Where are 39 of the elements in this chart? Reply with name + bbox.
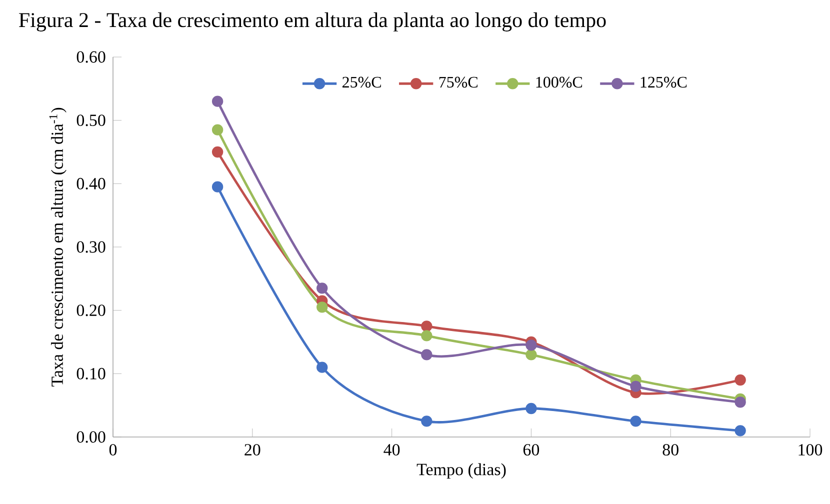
point — [526, 349, 537, 360]
legend-label: 125%C — [640, 76, 687, 88]
point — [526, 402, 537, 414]
x-tick-label: 40 — [384, 444, 400, 456]
point — [421, 320, 432, 332]
point — [630, 380, 642, 392]
x-tick-label: 0 — [109, 444, 117, 456]
y-tick-label: 0.50 — [76, 114, 106, 126]
y-tick-label: 0.00 — [76, 431, 106, 443]
point — [316, 302, 328, 313]
y-tick-label: 0.30 — [76, 241, 106, 253]
point — [212, 124, 224, 136]
point — [212, 181, 224, 192]
point — [316, 362, 328, 373]
point — [734, 374, 746, 386]
x-tick-label: 80 — [662, 444, 678, 456]
legend-label: 75%C — [439, 76, 478, 88]
y-tick-label: 0.60 — [76, 51, 106, 63]
point — [421, 349, 432, 360]
x-tick-label: 60 — [523, 444, 540, 456]
legend-label: 100%C — [536, 76, 582, 88]
x-tick-label: 20 — [244, 444, 260, 456]
chart-title: Figura 2 - Taxa de crescimento em altura da planta ao longo do tempo — [19, 12, 606, 32]
point — [212, 96, 224, 107]
point — [630, 416, 642, 427]
point — [734, 425, 746, 436]
legend-label: 25%C — [342, 76, 381, 88]
point — [526, 340, 537, 351]
x-tick-label: 100 — [798, 444, 822, 456]
point — [421, 416, 432, 427]
point — [212, 146, 224, 158]
point — [421, 330, 432, 342]
y-tick-label: 0.20 — [76, 304, 106, 316]
point — [734, 396, 746, 408]
y-axis-title: Taxa de crescimento em altura (cm dia$^{-1}$) — [49, 108, 66, 387]
point — [316, 282, 328, 294]
y-tick-label: 0.40 — [76, 178, 106, 190]
x-axis-title: Tempo (dias) — [416, 463, 506, 479]
y-tick-label: 0.10 — [76, 368, 106, 380]
